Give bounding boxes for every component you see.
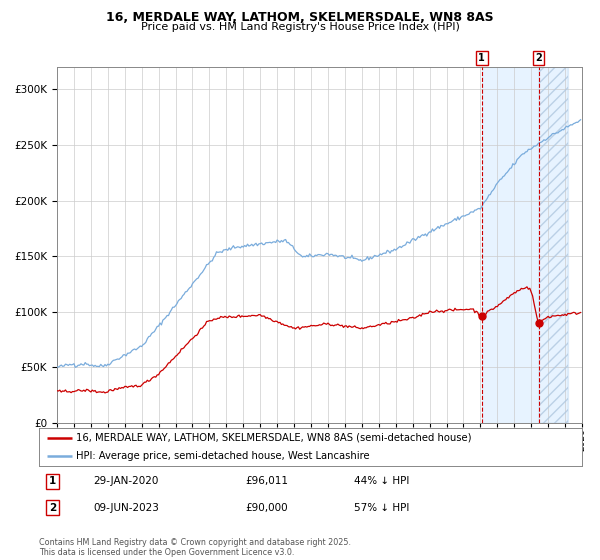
Text: 1: 1 [49, 477, 56, 487]
Text: 09-JUN-2023: 09-JUN-2023 [94, 502, 159, 512]
Text: 16, MERDALE WAY, LATHOM, SKELMERSDALE, WN8 8AS (semi-detached house): 16, MERDALE WAY, LATHOM, SKELMERSDALE, W… [76, 433, 472, 443]
Bar [482, 67, 568, 423]
Text: 2: 2 [535, 53, 542, 63]
Text: 44% ↓ HPI: 44% ↓ HPI [354, 477, 409, 487]
Text: £96,011: £96,011 [245, 477, 289, 487]
Text: HPI: Average price, semi-detached house, West Lancashire: HPI: Average price, semi-detached house,… [76, 451, 370, 461]
Text: Price paid vs. HM Land Registry's House Price Index (HPI): Price paid vs. HM Land Registry's House … [140, 22, 460, 32]
Text: Contains HM Land Registry data © Crown copyright and database right 2025.
This d: Contains HM Land Registry data © Crown c… [39, 538, 351, 557]
Text: 29-JAN-2020: 29-JAN-2020 [94, 477, 158, 487]
Text: 1: 1 [478, 53, 485, 63]
Text: £90,000: £90,000 [245, 502, 288, 512]
Bar [539, 67, 568, 423]
Text: 2: 2 [49, 502, 56, 512]
Text: 57% ↓ HPI: 57% ↓ HPI [354, 502, 409, 512]
Text: 16, MERDALE WAY, LATHOM, SKELMERSDALE, WN8 8AS: 16, MERDALE WAY, LATHOM, SKELMERSDALE, W… [106, 11, 494, 24]
